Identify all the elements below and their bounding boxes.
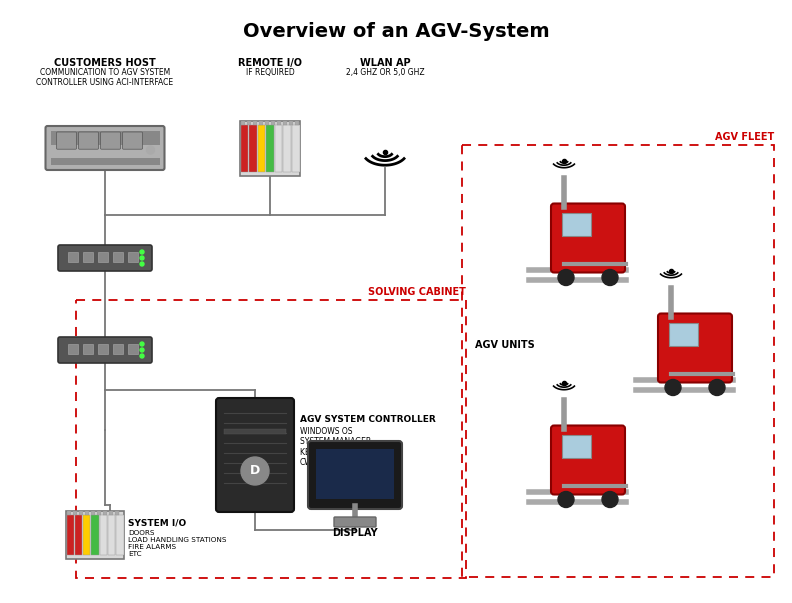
Text: CUSTOMERS HOST: CUSTOMERS HOST — [54, 58, 156, 68]
Bar — [669, 323, 698, 346]
Bar — [73, 511, 77, 515]
Text: AGV UNITS: AGV UNITS — [475, 340, 535, 350]
Circle shape — [140, 342, 144, 346]
Bar — [91, 511, 95, 515]
Bar — [295, 121, 299, 124]
Text: WLAN AP: WLAN AP — [360, 58, 410, 68]
Bar — [97, 511, 101, 515]
Text: IF REQUIRED: IF REQUIRED — [246, 68, 295, 77]
FancyBboxPatch shape — [658, 314, 732, 382]
Bar — [316, 449, 394, 499]
Bar — [275, 124, 283, 171]
Text: REMOTE I/O: REMOTE I/O — [238, 58, 302, 68]
FancyBboxPatch shape — [58, 337, 152, 363]
Bar — [271, 121, 275, 124]
Text: AGV SYSTEM CONTROLLER: AGV SYSTEM CONTROLLER — [300, 415, 436, 424]
Text: WINDOWS OS
SYSTEM MANAGER
KEPWARE OPC
CWAY: WINDOWS OS SYSTEM MANAGER KEPWARE OPC CW… — [300, 427, 371, 467]
Bar — [266, 124, 274, 171]
Bar — [240, 121, 300, 175]
Bar — [115, 511, 119, 515]
FancyBboxPatch shape — [101, 132, 120, 149]
Circle shape — [602, 491, 618, 508]
FancyBboxPatch shape — [45, 126, 165, 170]
Bar — [249, 124, 257, 171]
Circle shape — [140, 250, 144, 254]
Circle shape — [147, 146, 154, 154]
Circle shape — [241, 457, 269, 485]
Text: DISPLAY: DISPLAY — [332, 528, 378, 538]
Bar — [51, 158, 159, 165]
Bar — [103, 511, 107, 515]
FancyBboxPatch shape — [216, 398, 294, 512]
Bar — [68, 252, 78, 262]
Text: 2,4 GHZ OR 5,0 GHZ: 2,4 GHZ OR 5,0 GHZ — [345, 68, 425, 77]
Circle shape — [602, 270, 618, 285]
Bar — [257, 124, 265, 171]
Bar — [247, 121, 251, 124]
Text: D: D — [249, 464, 260, 478]
Bar — [79, 511, 83, 515]
Bar — [51, 131, 159, 145]
FancyBboxPatch shape — [334, 517, 376, 527]
Bar — [292, 124, 299, 171]
Bar — [224, 429, 286, 434]
Bar — [83, 252, 93, 262]
Bar — [241, 121, 245, 124]
Bar — [74, 515, 82, 555]
Bar — [83, 515, 90, 555]
Bar — [462, 145, 774, 577]
Circle shape — [558, 491, 574, 508]
FancyBboxPatch shape — [56, 132, 77, 149]
Bar — [562, 212, 591, 236]
Text: SOLVING CABINET: SOLVING CABINET — [368, 287, 466, 297]
FancyBboxPatch shape — [78, 132, 98, 149]
Circle shape — [140, 256, 144, 260]
FancyBboxPatch shape — [551, 426, 625, 494]
Bar — [100, 515, 107, 555]
Bar — [67, 515, 74, 555]
Bar — [289, 121, 293, 124]
Text: Overview of an AGV-System: Overview of an AGV-System — [242, 22, 550, 41]
Circle shape — [140, 354, 144, 358]
Bar — [109, 511, 113, 515]
Circle shape — [558, 270, 574, 285]
Bar — [113, 252, 123, 262]
Text: COMMUNICATION TO AGV SYSTEM
CONTROLLER USING ACI-INTERFACE: COMMUNICATION TO AGV SYSTEM CONTROLLER U… — [36, 68, 173, 87]
Bar — [259, 121, 263, 124]
Bar — [253, 121, 257, 124]
FancyBboxPatch shape — [308, 441, 402, 509]
Bar — [284, 124, 291, 171]
Bar — [277, 121, 281, 124]
Circle shape — [140, 262, 144, 266]
Bar — [128, 252, 138, 262]
Text: SYSTEM I/O: SYSTEM I/O — [128, 518, 186, 527]
Bar — [66, 511, 124, 559]
Bar — [562, 435, 591, 458]
FancyBboxPatch shape — [58, 245, 152, 271]
Bar — [83, 344, 93, 354]
Bar — [68, 344, 78, 354]
Bar — [116, 515, 124, 555]
Bar — [241, 124, 248, 171]
Bar — [76, 300, 466, 578]
Text: DOORS
LOAD HANDLING STATIONS
FIRE ALARMS
ETC: DOORS LOAD HANDLING STATIONS FIRE ALARMS… — [128, 530, 227, 557]
FancyBboxPatch shape — [123, 132, 143, 149]
Bar — [283, 121, 287, 124]
Circle shape — [709, 379, 725, 396]
Bar — [67, 511, 71, 515]
Circle shape — [665, 379, 681, 396]
Bar — [113, 344, 123, 354]
Bar — [98, 252, 108, 262]
Circle shape — [140, 348, 144, 352]
Bar — [85, 511, 89, 515]
Text: AGV FLEET: AGV FLEET — [714, 132, 774, 142]
Bar — [98, 344, 108, 354]
Bar — [128, 344, 138, 354]
FancyBboxPatch shape — [551, 203, 625, 273]
Bar — [265, 121, 269, 124]
Bar — [91, 515, 99, 555]
Bar — [108, 515, 115, 555]
